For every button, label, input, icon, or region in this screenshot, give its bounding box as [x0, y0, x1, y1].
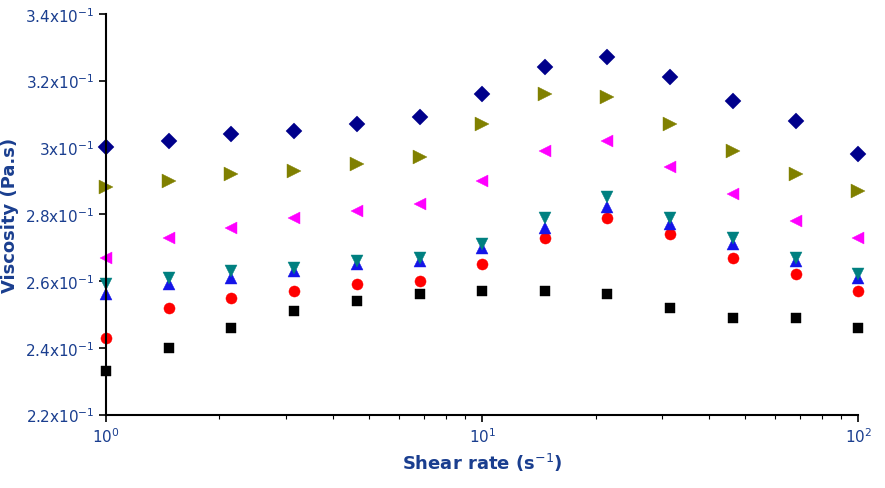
Y-axis label: Viscosity (Pa.s): Viscosity (Pa.s) — [2, 137, 19, 292]
X-axis label: Shear rate (s$^{-1}$): Shear rate (s$^{-1}$) — [402, 451, 563, 473]
